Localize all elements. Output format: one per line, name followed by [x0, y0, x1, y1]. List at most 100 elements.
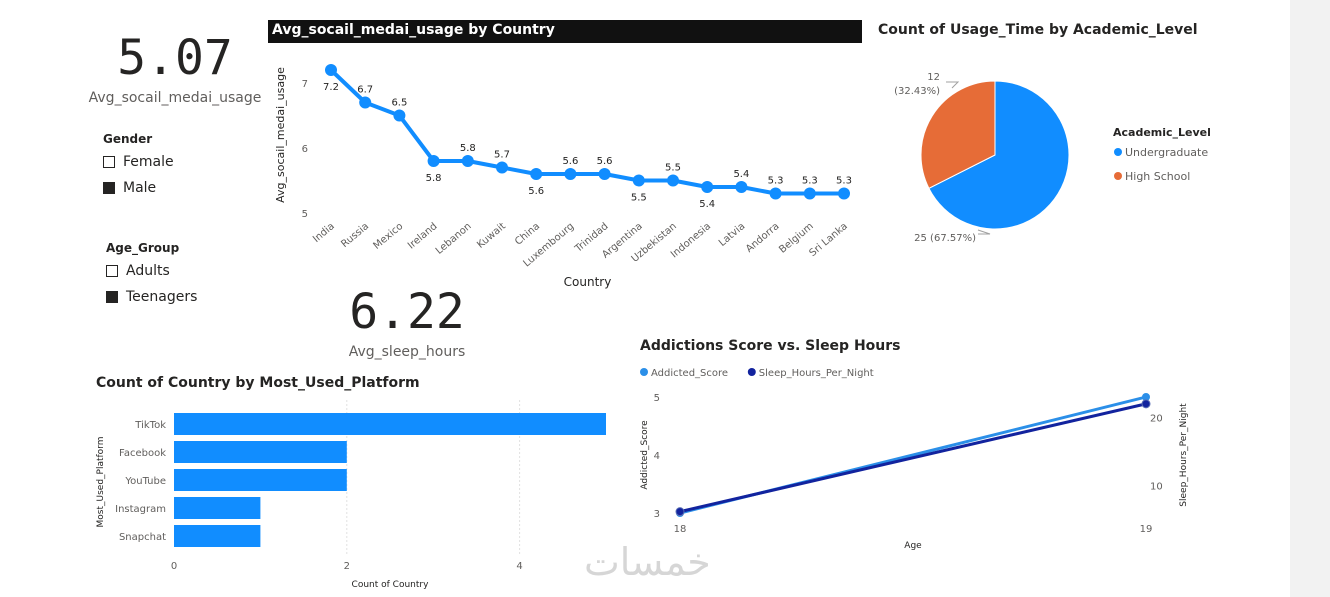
data-point [427, 155, 440, 167]
data-point [1141, 399, 1151, 409]
gender-option-label: Female [123, 154, 174, 170]
y-tick-label: Snapchat [119, 532, 166, 543]
x-tick-label: 2 [344, 561, 350, 572]
data-label: 25 (67.57%) [914, 233, 976, 244]
line-chart: Avg_socail_medai_usage 5 6 7 7.2 India 6.7 Russ… [274, 64, 852, 289]
pie-chart-title: Count of Usage_Time by Academic_Level [878, 22, 1198, 38]
y-axis-label: Avg_socail_medai_usage [274, 67, 287, 203]
data-label: 12 [927, 72, 940, 83]
data-point [496, 161, 508, 174]
data-label: 5.7 [494, 150, 510, 161]
x-axis-label: Country [564, 275, 612, 289]
series-line [329, 68, 844, 196]
legend-title: Academic_Level [1113, 126, 1211, 139]
x-tick-label: India [311, 221, 337, 245]
checkbox-icon[interactable] [106, 265, 118, 277]
y-tick-label: 5 [302, 209, 308, 220]
age-group-option-teenagers[interactable]: Teenagers [106, 289, 197, 305]
y-tick-label: Instagram [115, 504, 166, 515]
data-point [838, 187, 850, 200]
pie-chart: 25 (67.57%) 12 (32.43%) Academic_Level Under… [894, 72, 1211, 244]
data-label: 5.4 [733, 169, 749, 180]
data-point [675, 507, 685, 517]
bar [174, 413, 606, 435]
data-label: 5.8 [426, 173, 442, 184]
legend-label: Addicted_Score [651, 368, 728, 379]
data-point [632, 174, 645, 187]
gender-option-female[interactable]: Female [103, 154, 174, 170]
checkbox-checked-icon[interactable] [103, 182, 115, 194]
legend-marker [1114, 148, 1122, 156]
pie-slice [920, 80, 996, 189]
bar [174, 497, 261, 519]
legend-label: High School [1125, 170, 1190, 183]
data-label: 5.4 [699, 199, 715, 210]
kpi-social-usage-value: 5.07 [117, 30, 233, 86]
legend-label: Sleep_Hours_Per_Night [759, 368, 874, 379]
x-tick-label: Sri Lanka [807, 221, 849, 259]
y2-tick-label: 10 [1150, 482, 1163, 493]
checkbox-icon[interactable] [103, 156, 115, 168]
x-tick-label: China [513, 221, 542, 248]
data-point [393, 109, 406, 122]
gender-slicer-title: Gender [103, 132, 153, 146]
age-group-option-label: Teenagers [126, 289, 198, 305]
leader-line [946, 81, 960, 89]
x-tick-label: Kuwait [475, 221, 508, 251]
combo-chart-title: Addictions Score vs. Sleep Hours [640, 338, 901, 354]
data-point [1142, 393, 1150, 401]
bar [174, 525, 261, 547]
data-point [803, 187, 816, 200]
data-point [359, 96, 372, 109]
data-point [325, 64, 337, 76]
data-label: 6.7 [357, 85, 373, 96]
y-tick-label: 6 [302, 144, 308, 155]
kpi-social-usage-label: Avg_socail_medai_usage [88, 90, 262, 106]
pie-slice [928, 80, 1070, 230]
kpi-sleep-hours-value: 6.22 [349, 284, 465, 340]
bar-chart: 0 2 4 TikTok Facebook YouTube Instagram Snapcha… [96, 400, 606, 590]
y-tick-label: TikTok [134, 420, 166, 431]
data-label: (32.43%) [894, 86, 940, 97]
legend-label: Undergraduate [1125, 146, 1208, 159]
data-point [564, 168, 577, 180]
data-label: 7.2 [323, 82, 339, 93]
combo-chart: Addicted_Score Sleep_Hours_Per_Night 3 4 5 10… [640, 368, 1189, 551]
y-tick-label: 3 [654, 509, 660, 520]
y-axis-label: Most_Used_Platform [96, 437, 106, 528]
bar-chart-title: Count of Country by Most_Used_Platform [96, 375, 420, 391]
data-label: 5.8 [460, 143, 476, 154]
bar [174, 441, 347, 463]
data-point [461, 155, 474, 167]
line-chart-title: Avg_socail_medai_usage by Country [268, 20, 862, 43]
y-tick-label: 7 [302, 79, 308, 90]
age-group-slicer-title: Age_Group [106, 241, 180, 255]
y-tick-label: Facebook [119, 448, 166, 459]
x-tick-label: Andorra [744, 221, 782, 255]
data-label: 5.6 [597, 156, 613, 167]
data-label: 5.3 [802, 176, 818, 187]
x-tick-label: Russia [339, 221, 371, 250]
watermark-logo: خمسات [584, 540, 711, 584]
data-point [769, 187, 782, 200]
data-point [598, 168, 611, 180]
data-point [667, 174, 679, 187]
x-axis-label: Age [904, 541, 922, 551]
y2-tick-label: 20 [1150, 413, 1163, 424]
age-group-option-label: Adults [126, 263, 170, 279]
age-group-option-adults[interactable]: Adults [106, 263, 170, 279]
legend-marker [640, 368, 648, 376]
data-label: 5.3 [836, 176, 852, 187]
series-line [679, 402, 1147, 514]
checkbox-checked-icon[interactable] [106, 291, 118, 303]
data-label: 5.3 [768, 176, 784, 187]
data-point [735, 181, 748, 193]
x-tick-label: Lebanon [434, 221, 474, 257]
x-tick-label: Mexico [372, 221, 406, 252]
x-tick-label: Latvia [717, 221, 747, 249]
legend-marker [1114, 172, 1122, 180]
y-tick-label: 5 [654, 393, 660, 404]
data-label: 5.5 [665, 163, 681, 174]
gender-option-male[interactable]: Male [103, 180, 156, 196]
report-canvas: 5.07 Avg_socail_medai_usage Gender Femal… [0, 0, 1290, 597]
